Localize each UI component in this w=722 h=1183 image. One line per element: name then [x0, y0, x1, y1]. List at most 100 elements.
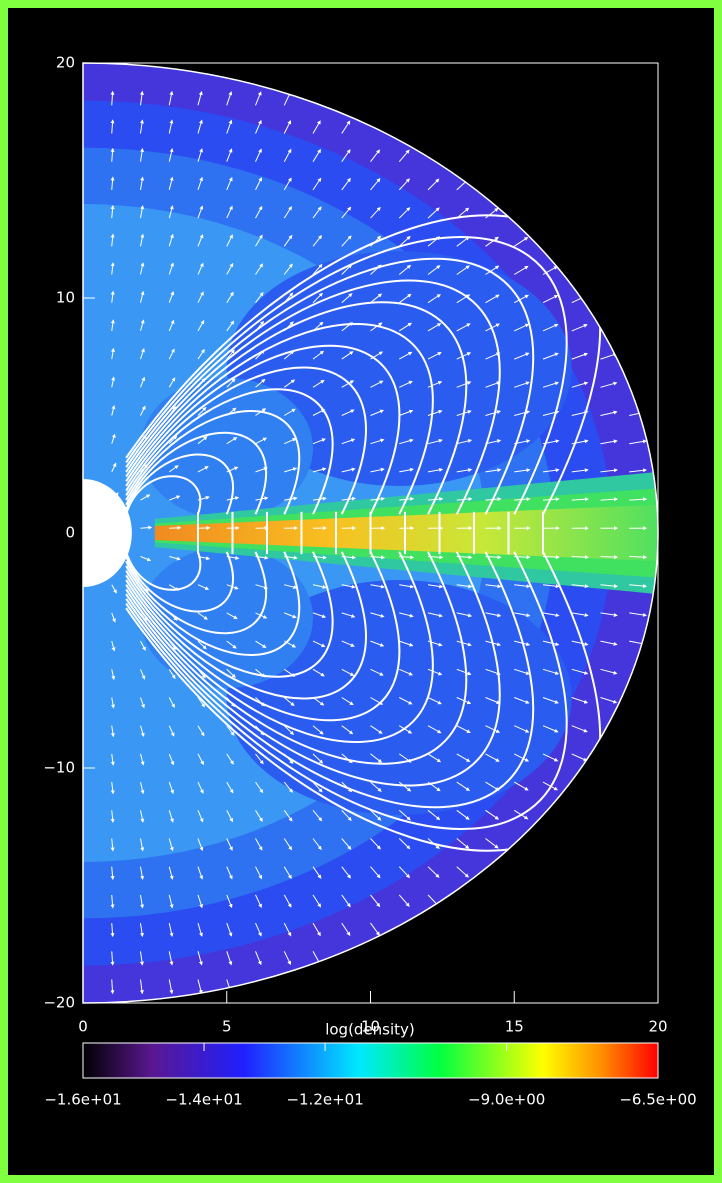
velocity-arrow	[312, 496, 327, 501]
velocity-arrow	[168, 669, 176, 680]
velocity-arrow	[110, 176, 115, 190]
velocity-arrow	[312, 753, 324, 764]
velocity-arrow	[542, 697, 559, 704]
velocity-arrow	[370, 866, 381, 879]
velocity-arrow	[168, 435, 178, 445]
velocity-arrow	[370, 781, 382, 792]
velocity-arrow	[312, 321, 324, 332]
field-line	[125, 453, 234, 515]
velocity-arrow	[341, 149, 351, 162]
velocity-arrow	[110, 979, 115, 995]
velocity-arrow	[600, 439, 618, 445]
velocity-arrow	[370, 753, 383, 763]
velocity-arrow	[140, 584, 149, 593]
velocity-arrow	[571, 640, 589, 646]
velocity-arrow	[140, 697, 145, 709]
field-line	[125, 344, 401, 515]
velocity-arrow	[485, 753, 500, 762]
velocity-arrow	[226, 407, 237, 416]
velocity-arrow	[284, 584, 298, 590]
velocity-arrow	[168, 119, 174, 134]
velocity-arrow	[571, 323, 588, 332]
velocity-arrow	[226, 555, 240, 560]
velocity-arrow	[485, 555, 502, 560]
velocity-arrow	[427, 809, 441, 821]
velocity-arrow	[542, 439, 560, 445]
velocity-arrow	[398, 149, 410, 163]
velocity-arrow	[485, 612, 502, 618]
velocity-arrow	[456, 697, 472, 705]
velocity-arrow	[456, 497, 473, 502]
velocity-arrow	[341, 753, 353, 764]
field-line	[125, 366, 367, 515]
velocity-arrow	[485, 584, 502, 589]
velocity-arrow	[370, 838, 381, 850]
velocity-arrow	[197, 725, 205, 737]
velocity-arrow	[226, 496, 240, 501]
velocity-arrow	[140, 494, 151, 501]
velocity-arrow	[542, 381, 560, 388]
velocity-arrow	[168, 465, 179, 473]
velocity-arrow	[341, 177, 351, 191]
velocity-arrow	[341, 555, 356, 560]
velocity-arrow	[341, 894, 351, 908]
velocity-arrow	[399, 555, 415, 560]
velocity-arrow	[283, 922, 292, 937]
velocity-arrow	[197, 894, 203, 909]
velocity-arrow	[312, 120, 321, 134]
velocity-arrow	[341, 697, 354, 706]
x-tick-label: 5	[222, 1018, 232, 1036]
velocity-arrow	[456, 265, 470, 275]
velocity-arrow	[140, 753, 145, 766]
velocity-arrow	[197, 640, 207, 650]
velocity-arrow	[226, 866, 233, 880]
velocity-arrow	[370, 640, 385, 647]
velocity-arrow	[571, 410, 589, 416]
velocity-arrow	[456, 668, 472, 676]
velocity-arrow	[226, 612, 238, 620]
velocity-arrow	[111, 640, 116, 652]
velocity-arrow	[283, 753, 294, 764]
velocity-arrow	[197, 320, 205, 332]
velocity-arrow	[255, 263, 264, 275]
velocity-arrow	[427, 323, 442, 332]
velocity-arrow	[485, 381, 501, 388]
velocity-arrow	[226, 810, 233, 823]
velocity-arrow	[542, 266, 558, 275]
velocity-arrow	[312, 350, 325, 360]
velocity-arrow	[255, 951, 262, 966]
velocity-arrow	[571, 555, 589, 560]
velocity-arrow	[140, 319, 145, 332]
velocity-arrow	[600, 468, 618, 473]
velocity-arrow	[370, 235, 382, 247]
velocity-arrow	[370, 409, 385, 416]
velocity-arrow	[341, 838, 352, 850]
velocity-arrow	[255, 697, 265, 707]
velocity-arrow	[456, 555, 473, 560]
velocity-arrow	[370, 584, 385, 589]
velocity-arrow	[398, 838, 411, 850]
field-line	[125, 551, 535, 809]
velocity-arrow	[168, 866, 174, 880]
velocity-arrow	[140, 376, 146, 388]
velocity-arrow	[312, 148, 321, 162]
velocity-arrow	[197, 866, 204, 880]
velocity-arrow	[140, 233, 145, 247]
velocity-arrow	[140, 147, 144, 162]
velocity-arrow	[514, 584, 531, 589]
velocity-arrow	[283, 379, 296, 388]
velocity-arrow	[600, 555, 619, 560]
velocity-arrow	[255, 119, 262, 134]
velocity-arrow	[197, 612, 208, 620]
velocity-arrow	[169, 525, 182, 530]
velocity-arrow	[600, 697, 618, 704]
velocity-arrow	[427, 265, 441, 275]
velocity-arrow	[111, 492, 119, 501]
velocity-arrow	[168, 291, 175, 303]
velocity-arrow	[168, 894, 174, 909]
velocity-arrow	[514, 410, 531, 416]
velocity-arrow	[226, 640, 237, 649]
velocity-arrow	[370, 380, 384, 388]
velocity-arrow	[197, 781, 204, 794]
